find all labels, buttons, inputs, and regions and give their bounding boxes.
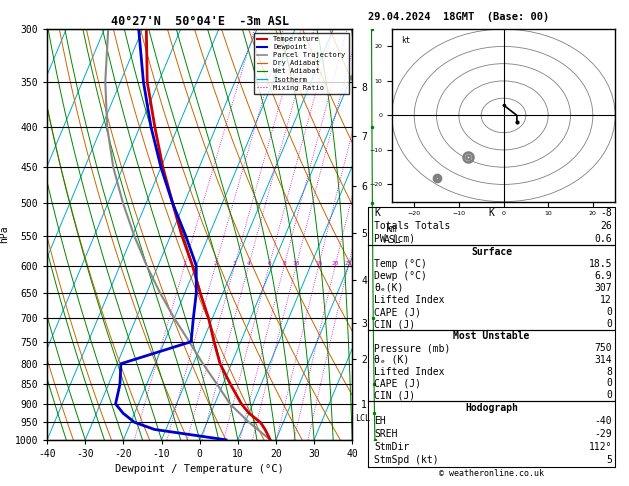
- Legend: Temperature, Dewpoint, Parcel Trajectory, Dry Adiabat, Wet Adiabat, Isotherm, Mi: Temperature, Dewpoint, Parcel Trajectory…: [253, 33, 348, 94]
- Text: 10: 10: [292, 260, 300, 265]
- Text: LCL: LCL: [355, 414, 370, 423]
- Text: Pressure (mb): Pressure (mb): [374, 343, 450, 353]
- Text: Totals Totals: Totals Totals: [374, 221, 450, 231]
- Text: 750: 750: [594, 343, 612, 353]
- Text: θₑ(K): θₑ(K): [374, 283, 404, 293]
- Y-axis label: hPa: hPa: [0, 226, 9, 243]
- Text: 3: 3: [233, 260, 237, 265]
- Title: 40°27'N  50°04'E  -3m ASL: 40°27'N 50°04'E -3m ASL: [111, 15, 289, 28]
- Text: 2: 2: [214, 260, 218, 265]
- Text: CIN (J): CIN (J): [374, 319, 415, 330]
- Text: StmSpd (kt): StmSpd (kt): [374, 455, 439, 465]
- Text: 8: 8: [282, 260, 286, 265]
- Text: CAPE (J): CAPE (J): [374, 307, 421, 317]
- Text: Temp (°C): Temp (°C): [374, 259, 427, 269]
- Text: 0: 0: [606, 378, 612, 388]
- Text: CAPE (J): CAPE (J): [374, 378, 421, 388]
- Text: Hodograph: Hodograph: [465, 402, 518, 413]
- Text: 29.04.2024  18GMT  (Base: 00): 29.04.2024 18GMT (Base: 00): [368, 12, 549, 22]
- Text: θₑ (K): θₑ (K): [374, 355, 409, 365]
- Text: 0: 0: [606, 390, 612, 400]
- Text: 6.9: 6.9: [594, 271, 612, 281]
- Text: Dewp (°C): Dewp (°C): [374, 271, 427, 281]
- Text: 0.6: 0.6: [594, 234, 612, 244]
- Text: 314: 314: [594, 355, 612, 365]
- Text: PW (cm): PW (cm): [374, 234, 415, 244]
- Text: 18.5: 18.5: [589, 259, 612, 269]
- Text: 5: 5: [606, 455, 612, 465]
- Text: 20: 20: [331, 260, 339, 265]
- Text: EH: EH: [374, 416, 386, 426]
- Text: Most Unstable: Most Unstable: [454, 331, 530, 341]
- Text: 0: 0: [606, 307, 612, 317]
- X-axis label: Dewpoint / Temperature (°C): Dewpoint / Temperature (°C): [115, 465, 284, 474]
- Text: 307: 307: [594, 283, 612, 293]
- Text: 4: 4: [247, 260, 250, 265]
- Text: CIN (J): CIN (J): [374, 390, 415, 400]
- Text: 25: 25: [345, 260, 352, 265]
- Text: K: K: [489, 208, 494, 218]
- Text: -8: -8: [600, 208, 612, 218]
- Text: -29: -29: [594, 429, 612, 439]
- Text: 15: 15: [315, 260, 323, 265]
- Y-axis label: km
ASL: km ASL: [383, 224, 401, 245]
- Text: 8: 8: [606, 366, 612, 377]
- Text: Lifted Index: Lifted Index: [374, 295, 445, 305]
- Text: 0: 0: [606, 319, 612, 330]
- Text: SREH: SREH: [374, 429, 398, 439]
- Text: K: K: [374, 208, 380, 218]
- Text: 1: 1: [183, 260, 186, 265]
- Text: Surface: Surface: [471, 246, 512, 257]
- Text: 12: 12: [600, 295, 612, 305]
- Text: StmDir: StmDir: [374, 442, 409, 452]
- Text: 26: 26: [600, 221, 612, 231]
- Text: kt: kt: [401, 36, 410, 45]
- Text: 6: 6: [267, 260, 271, 265]
- Text: 112°: 112°: [589, 442, 612, 452]
- Text: © weatheronline.co.uk: © weatheronline.co.uk: [439, 469, 544, 478]
- Text: Lifted Index: Lifted Index: [374, 366, 445, 377]
- Text: -40: -40: [594, 416, 612, 426]
